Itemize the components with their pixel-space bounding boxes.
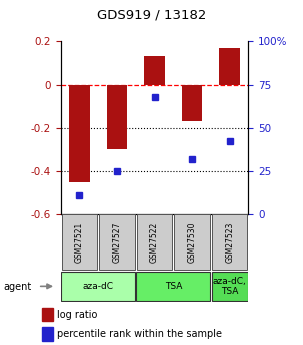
Bar <box>182 85 202 121</box>
Bar <box>62 215 97 270</box>
Text: GSM27523: GSM27523 <box>225 222 234 263</box>
Bar <box>61 272 135 301</box>
Bar <box>212 215 247 270</box>
Bar <box>211 272 248 301</box>
Text: GDS919 / 13182: GDS919 / 13182 <box>97 9 206 22</box>
Text: GSM27530: GSM27530 <box>188 221 197 263</box>
Bar <box>99 215 135 270</box>
Bar <box>69 85 90 181</box>
Bar <box>42 327 53 341</box>
Text: GSM27527: GSM27527 <box>112 222 122 263</box>
Bar <box>144 57 165 85</box>
Text: aza-dC,
TSA: aza-dC, TSA <box>213 277 247 296</box>
Bar <box>137 215 172 270</box>
Bar <box>107 85 127 149</box>
Text: GSM27521: GSM27521 <box>75 222 84 263</box>
Text: GSM27522: GSM27522 <box>150 222 159 263</box>
Bar <box>136 272 210 301</box>
Text: TSA: TSA <box>165 282 182 291</box>
Text: log ratio: log ratio <box>57 309 98 319</box>
Bar <box>42 308 53 322</box>
Bar <box>219 48 240 85</box>
Bar <box>175 215 210 270</box>
Text: agent: agent <box>3 282 31 292</box>
Text: aza-dC: aza-dC <box>83 282 114 291</box>
Text: percentile rank within the sample: percentile rank within the sample <box>57 329 222 339</box>
